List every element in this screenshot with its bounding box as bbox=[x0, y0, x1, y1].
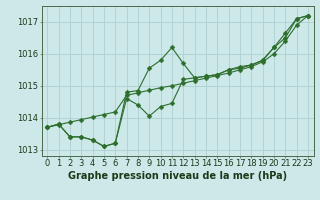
X-axis label: Graphe pression niveau de la mer (hPa): Graphe pression niveau de la mer (hPa) bbox=[68, 171, 287, 181]
